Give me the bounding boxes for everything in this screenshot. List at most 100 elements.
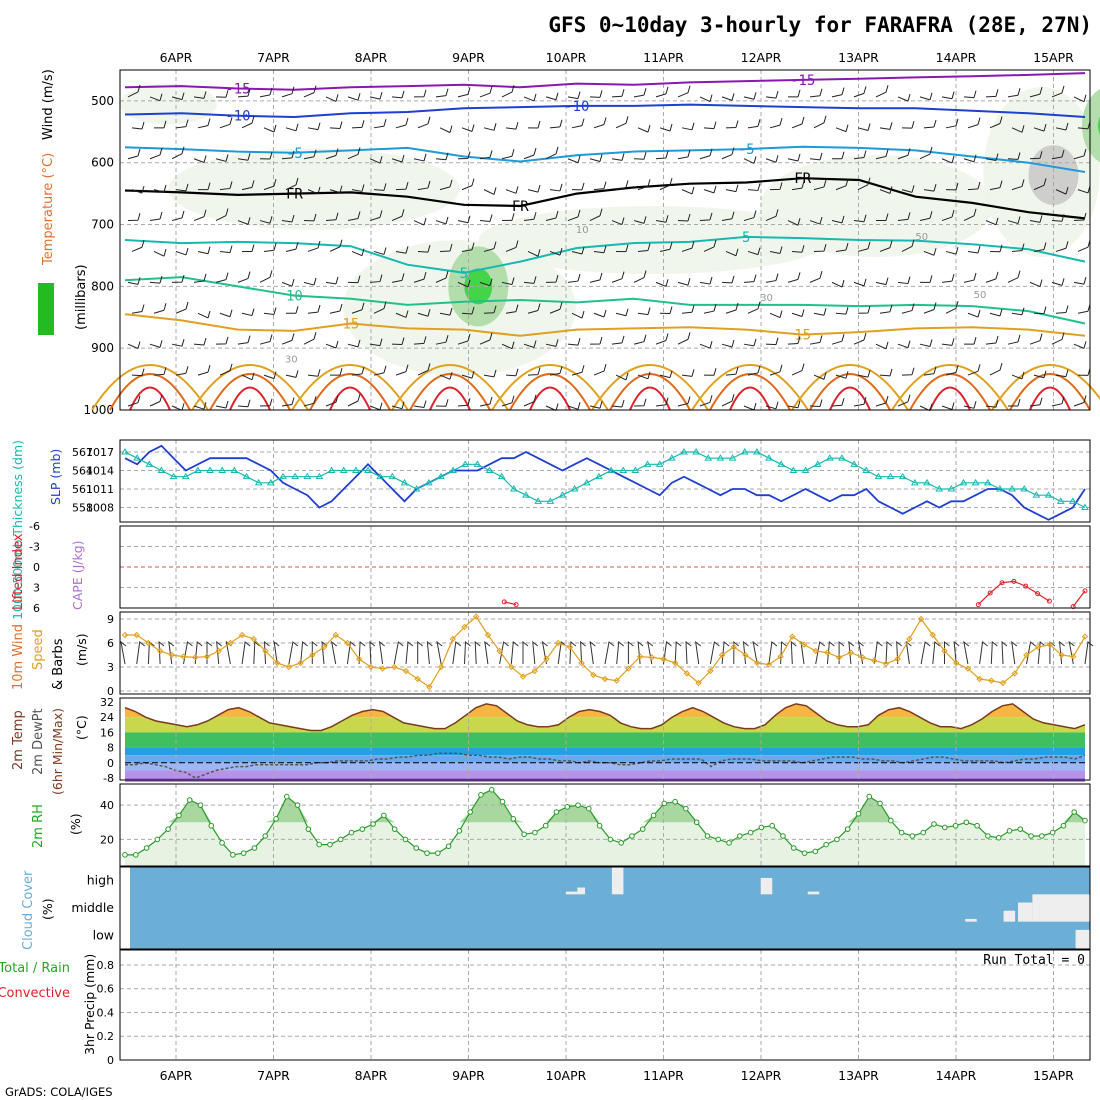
thickness-marker (838, 454, 846, 461)
wind-barb (923, 183, 937, 192)
rh-marker (294, 802, 301, 808)
wind10-barb (885, 640, 893, 665)
thickness-marker (339, 466, 348, 473)
wind-barb (765, 401, 779, 410)
wind-barb (655, 279, 669, 287)
wind10-marker (894, 655, 901, 663)
wind-barb (527, 184, 541, 193)
wind-barb (545, 339, 559, 347)
wind-barb (175, 301, 189, 314)
wind-barb (813, 372, 827, 380)
wind-barb (611, 271, 625, 283)
lifted-tick-label: 6 (33, 602, 40, 615)
slp-tick-label: 1008 (86, 502, 114, 515)
wind10-marker (1011, 670, 1018, 677)
thickness-marker (1008, 485, 1016, 492)
thickness-marker (424, 478, 433, 486)
wind-barb (725, 302, 739, 314)
wind-barb (769, 182, 783, 191)
wind-barb (747, 247, 761, 256)
date-label-top: 11APR (643, 50, 684, 65)
wind-barb (1051, 149, 1065, 160)
wind-barb (549, 119, 563, 129)
wind10-marker (215, 647, 222, 655)
wind-barb (699, 148, 713, 160)
wind10-marker (800, 641, 808, 648)
wind-barb (633, 87, 647, 98)
thickness-marker (692, 448, 701, 455)
rh-marker (1006, 828, 1013, 834)
wind10-marker (168, 651, 176, 659)
wind-barb (1055, 369, 1069, 378)
wind-barb (263, 243, 277, 252)
wind10-marker (824, 649, 831, 656)
rh-marker (737, 833, 743, 839)
wind10-frame (119, 611, 1091, 695)
wind-barb (505, 304, 519, 314)
wind-barb (787, 153, 801, 162)
wind-barb (593, 245, 607, 254)
wind-barb (765, 209, 779, 222)
wind-barb (369, 91, 383, 100)
upper-frame (119, 69, 1091, 411)
rh-marker (553, 809, 560, 815)
wind-barb (945, 247, 959, 255)
wind-barb (765, 90, 779, 99)
wind-barb (307, 369, 321, 377)
wind-barb (743, 156, 757, 164)
wind-barb (171, 210, 185, 222)
thickness-marker (133, 454, 142, 461)
thickness-marker (400, 478, 409, 486)
wind10-barb (510, 641, 519, 665)
wind10-marker (332, 631, 339, 639)
thickness-marker (181, 472, 190, 480)
wind-barb (505, 240, 519, 252)
wind10-marker (871, 657, 878, 664)
thickness-marker (983, 478, 992, 486)
minmax-axis-label: (6hr Min/Max) (50, 708, 65, 795)
date-label-top: 14APR (936, 50, 977, 65)
date-label-bottom: 10APR (546, 1068, 587, 1083)
wind-barb (127, 148, 141, 160)
wind10-barb (206, 640, 213, 664)
wind-barb (787, 272, 801, 283)
wind-barb (237, 153, 251, 161)
wind10-marker (847, 649, 855, 656)
wind-barb (743, 402, 757, 411)
lifted-index-marker (501, 599, 507, 605)
isotherm-label: -5 (738, 142, 755, 158)
thickness-marker (595, 472, 603, 480)
wind10-marker (180, 653, 187, 660)
rh-marker (132, 852, 139, 858)
wind-barb (457, 151, 471, 160)
wind10-marker (683, 670, 691, 677)
rh-marker (208, 822, 215, 829)
wind10-marker (660, 655, 667, 663)
wind-barb (545, 275, 559, 283)
wind-barb (369, 156, 383, 164)
wind-barb (347, 211, 361, 222)
date-label-top: 10APR (546, 50, 587, 65)
wind10-barb (311, 640, 318, 664)
wind10-tick-label: 9 (107, 613, 114, 626)
wind10-marker (566, 643, 574, 651)
temp-tick-label: 16 (100, 726, 114, 739)
wind-barb (611, 89, 625, 98)
thickness-marker (935, 485, 944, 492)
wind-barb (457, 398, 471, 407)
wind-barb (461, 242, 475, 252)
wind-barb (897, 148, 911, 160)
wind-barb (391, 273, 405, 283)
rh-marker (898, 829, 905, 836)
wind10-barb (963, 640, 970, 665)
wind-barb (501, 395, 515, 407)
wind10-marker (461, 623, 468, 631)
rh-marker (316, 841, 322, 848)
wind-barb (611, 217, 625, 226)
wind-barb (747, 301, 761, 314)
wind10-barb (474, 640, 481, 665)
wind-barb (483, 123, 497, 131)
temp-frame (119, 697, 1091, 781)
wind-barb (198, 182, 211, 191)
wind10-barb (288, 641, 299, 665)
